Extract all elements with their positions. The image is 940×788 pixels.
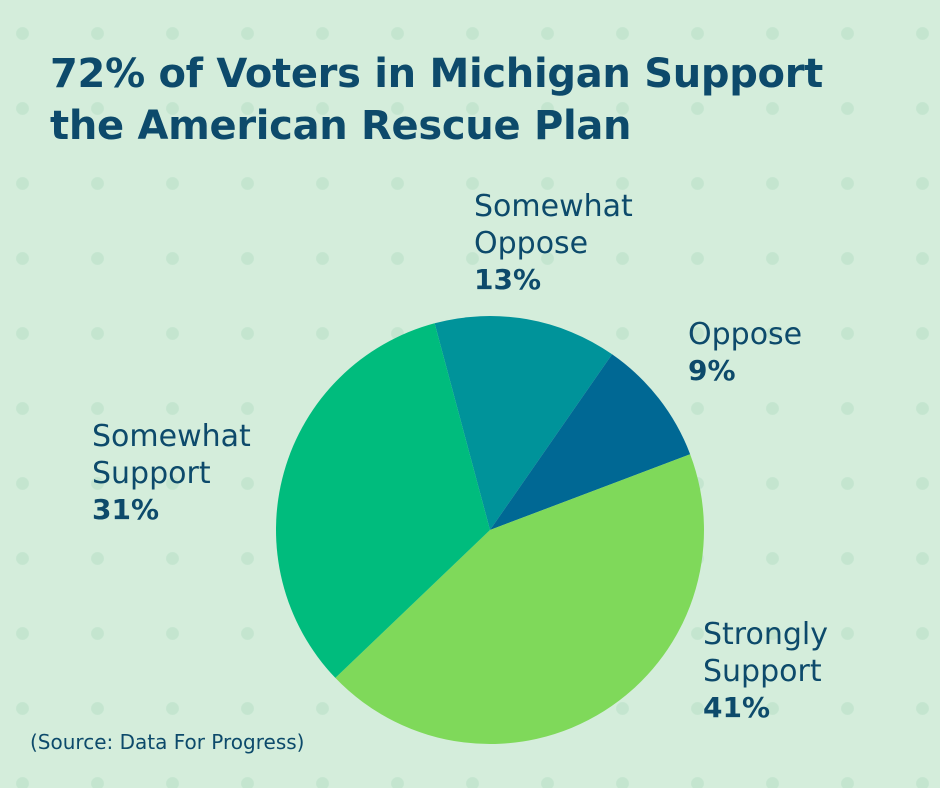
slice-label-name: Somewhat [474, 189, 633, 224]
pie-slice-oppose [490, 354, 691, 530]
slice-label-percent: 41% [703, 691, 771, 724]
pie-slice-somewhat-oppose [434, 315, 613, 530]
pie-slice-somewhat-support [276, 323, 490, 678]
source-note: (Source: Data For Progress) [30, 730, 305, 754]
slice-label-name: Support [92, 456, 211, 491]
slice-label-somewhat-support: Somewhat Support 31% [92, 418, 251, 528]
slice-label-name: Somewhat [92, 419, 251, 454]
chart-title-line-1: 72% of Voters in Michigan Support [50, 51, 823, 97]
slice-label-oppose: Oppose 9% [688, 316, 802, 389]
slice-label-strongly-support: Strongly Support 41% [703, 616, 828, 726]
slice-label-name: Oppose [688, 317, 803, 352]
slice-label-somewhat-oppose: Somewhat Oppose 13% [474, 188, 633, 298]
slice-label-percent: 31% [92, 493, 160, 526]
slice-label-name: Strongly [703, 617, 828, 652]
chart-title-line-2: the American Rescue Plan [50, 103, 632, 149]
chart-title: 72% of Voters in Michigan Support the Am… [50, 48, 910, 152]
slice-label-name: Oppose [474, 226, 589, 261]
slice-label-percent: 9% [688, 354, 736, 387]
slice-label-percent: 13% [474, 263, 542, 296]
pie-slice-strongly-support [335, 454, 705, 744]
slice-label-name: Support [703, 654, 822, 689]
